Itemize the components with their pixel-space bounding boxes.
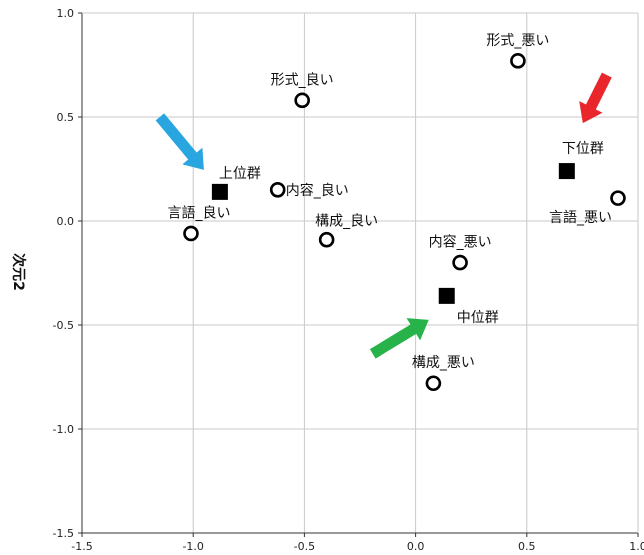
arrow-shape-2 bbox=[369, 318, 429, 359]
arrow-shape-1 bbox=[579, 72, 612, 124]
point-circle-0 bbox=[510, 53, 526, 69]
y-axis-title: 次元2 bbox=[10, 253, 27, 291]
x-tick-label-2: -0.5 bbox=[294, 540, 315, 553]
point-square-1 bbox=[558, 163, 575, 180]
y-tick-label-3: 0.0 bbox=[57, 215, 75, 228]
x-tick-label-3: 0.0 bbox=[407, 540, 425, 553]
point-square-2 bbox=[438, 287, 455, 304]
arrow-0 bbox=[155, 113, 204, 170]
point-circle-3 bbox=[183, 225, 199, 242]
point-label-s0-3: 言語_良い bbox=[167, 205, 230, 221]
point-circle-1 bbox=[294, 92, 310, 109]
annotation-arrows bbox=[155, 72, 612, 359]
point-label-s0-4: 構成_良い bbox=[315, 214, 378, 230]
arrow-2 bbox=[369, 318, 429, 359]
point-circle-2 bbox=[269, 182, 286, 198]
point-label-s0-1: 形式_良い bbox=[271, 72, 334, 88]
tick-labels: -1.5 -1.0 -0.5 0.0 0.5 1.0 -1.5 -1.0 -0.5 0.0 0.5 1… bbox=[53, 7, 644, 553]
x-tick-label-4: 0.5 bbox=[518, 540, 536, 553]
gridlines bbox=[82, 13, 638, 533]
arrow-1 bbox=[579, 72, 612, 124]
y-tick-label-0: -1.5 bbox=[53, 527, 74, 540]
point-circle-6 bbox=[452, 254, 468, 271]
point-circle-7 bbox=[425, 375, 442, 392]
point-label-s0-6: 内容_悪い bbox=[429, 234, 492, 251]
point-label-s1-0: 上位群 bbox=[219, 166, 261, 182]
x-tick-label-5: 1.0 bbox=[629, 540, 644, 553]
data-points bbox=[183, 53, 626, 392]
point-label-s0-7: 構成_悪い bbox=[412, 355, 475, 371]
point-circle-4 bbox=[318, 231, 335, 248]
y-tick-label-2: -0.5 bbox=[53, 319, 74, 332]
axes bbox=[78, 12, 639, 537]
y-tick-label-4: 0.5 bbox=[57, 111, 75, 124]
point-square-0 bbox=[211, 183, 228, 200]
point-label-s0-2: 内容_良い bbox=[286, 182, 349, 199]
y-tick-label-1: -1.0 bbox=[53, 423, 74, 436]
y-tick-label-5: 1.0 bbox=[57, 7, 75, 20]
point-circle-5 bbox=[610, 190, 626, 206]
point-label-s0-0: 形式_悪い bbox=[486, 33, 549, 49]
point-label-s0-5: 言語_悪い bbox=[549, 210, 612, 226]
x-tick-label-1: -1.0 bbox=[182, 540, 203, 553]
x-tick-label-0: -1.5 bbox=[71, 540, 92, 553]
point-label-s1-1: 下位群 bbox=[562, 141, 604, 157]
arrow-shape-0 bbox=[155, 113, 204, 170]
point-label-s1-2: 中位群 bbox=[457, 310, 499, 326]
